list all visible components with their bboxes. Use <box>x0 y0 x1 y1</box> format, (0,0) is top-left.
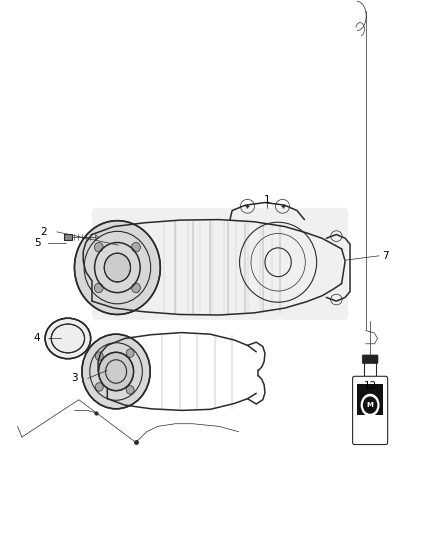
Ellipse shape <box>131 243 140 252</box>
Ellipse shape <box>95 383 103 391</box>
Ellipse shape <box>95 283 103 293</box>
Ellipse shape <box>82 334 150 409</box>
Text: 2: 2 <box>40 227 47 237</box>
Ellipse shape <box>131 283 140 293</box>
Ellipse shape <box>45 318 91 359</box>
FancyBboxPatch shape <box>362 355 378 364</box>
Ellipse shape <box>104 253 131 282</box>
Ellipse shape <box>95 243 103 252</box>
FancyBboxPatch shape <box>353 376 388 445</box>
FancyBboxPatch shape <box>92 208 348 320</box>
Ellipse shape <box>74 221 160 314</box>
Circle shape <box>364 397 377 413</box>
Bar <box>64 234 72 240</box>
Text: M: M <box>367 402 374 408</box>
Text: 1: 1 <box>264 195 271 205</box>
Text: 3: 3 <box>71 374 78 383</box>
Bar <box>357 415 383 426</box>
Ellipse shape <box>95 352 103 360</box>
Ellipse shape <box>126 385 134 394</box>
Ellipse shape <box>99 352 134 391</box>
Text: 5: 5 <box>34 238 41 247</box>
Ellipse shape <box>126 349 134 358</box>
Bar <box>357 384 383 426</box>
Text: 12: 12 <box>364 382 377 391</box>
Text: 4: 4 <box>34 334 41 343</box>
Circle shape <box>361 394 379 416</box>
Text: 7: 7 <box>382 251 389 261</box>
